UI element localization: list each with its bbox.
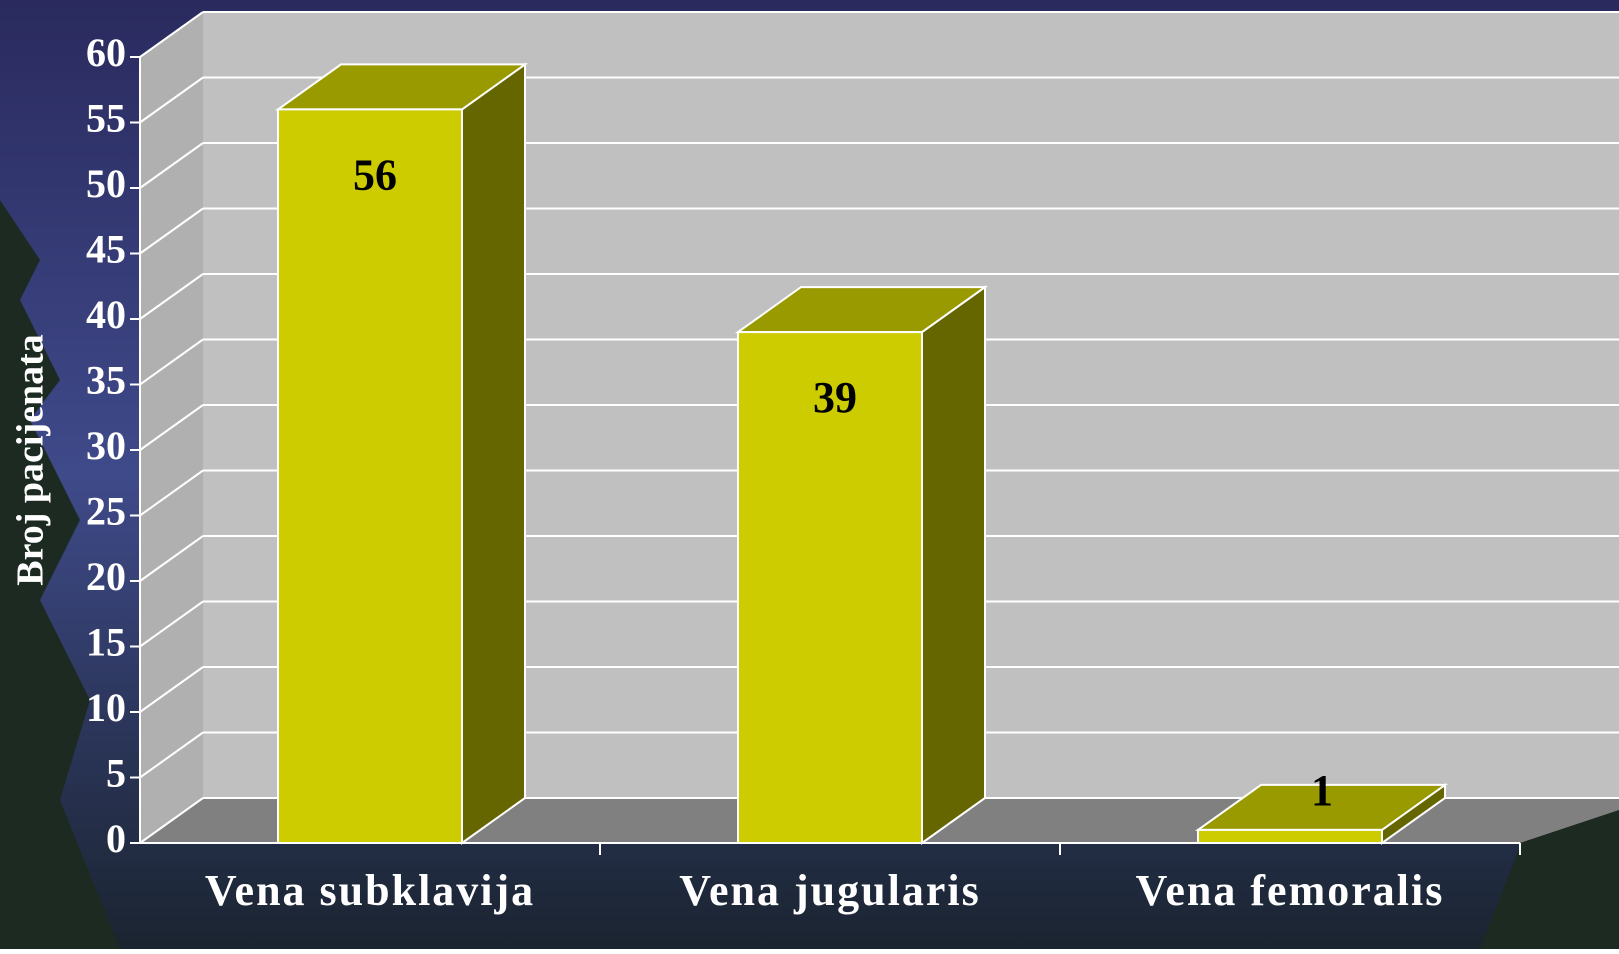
y-tick-label: 5 (106, 751, 126, 796)
bar (278, 109, 462, 843)
value-label: 56 (353, 150, 397, 199)
page: {"chart_data": {"type": "bar", "y_label"… (0, 0, 1619, 949)
y-tick-label: 50 (86, 161, 126, 206)
value-label: 1 (1311, 766, 1333, 815)
y-tick-label: 55 (86, 96, 126, 141)
bar-side (922, 287, 985, 843)
y-tick-label: 40 (86, 292, 126, 337)
x-tick-label: Vena femoralis (1136, 866, 1445, 915)
chart: Broj pacijenata 0 5 10 15 20 25 30 35 40 45 50 55 60… (0, 0, 1619, 949)
value-label: 39 (813, 373, 857, 422)
y-tick-label: 15 (86, 620, 126, 665)
y-tick-label: 60 (86, 30, 126, 75)
y-tick-label: 30 (86, 423, 126, 468)
y-tick-label: 35 (86, 358, 126, 403)
y-axis-label: Broj pacijenata (10, 334, 52, 586)
y-tick-label: 10 (86, 685, 126, 730)
y-tick-label: 25 (86, 489, 126, 534)
y-tick-label: 20 (86, 554, 126, 599)
bar (1198, 830, 1382, 843)
y-tick-label: 0 (106, 816, 126, 861)
x-tick-label: Vena subklavija (205, 866, 535, 915)
x-tick-label: Vena jugularis (679, 866, 980, 915)
y-tick-label: 45 (86, 227, 126, 272)
bar-side (462, 64, 525, 843)
